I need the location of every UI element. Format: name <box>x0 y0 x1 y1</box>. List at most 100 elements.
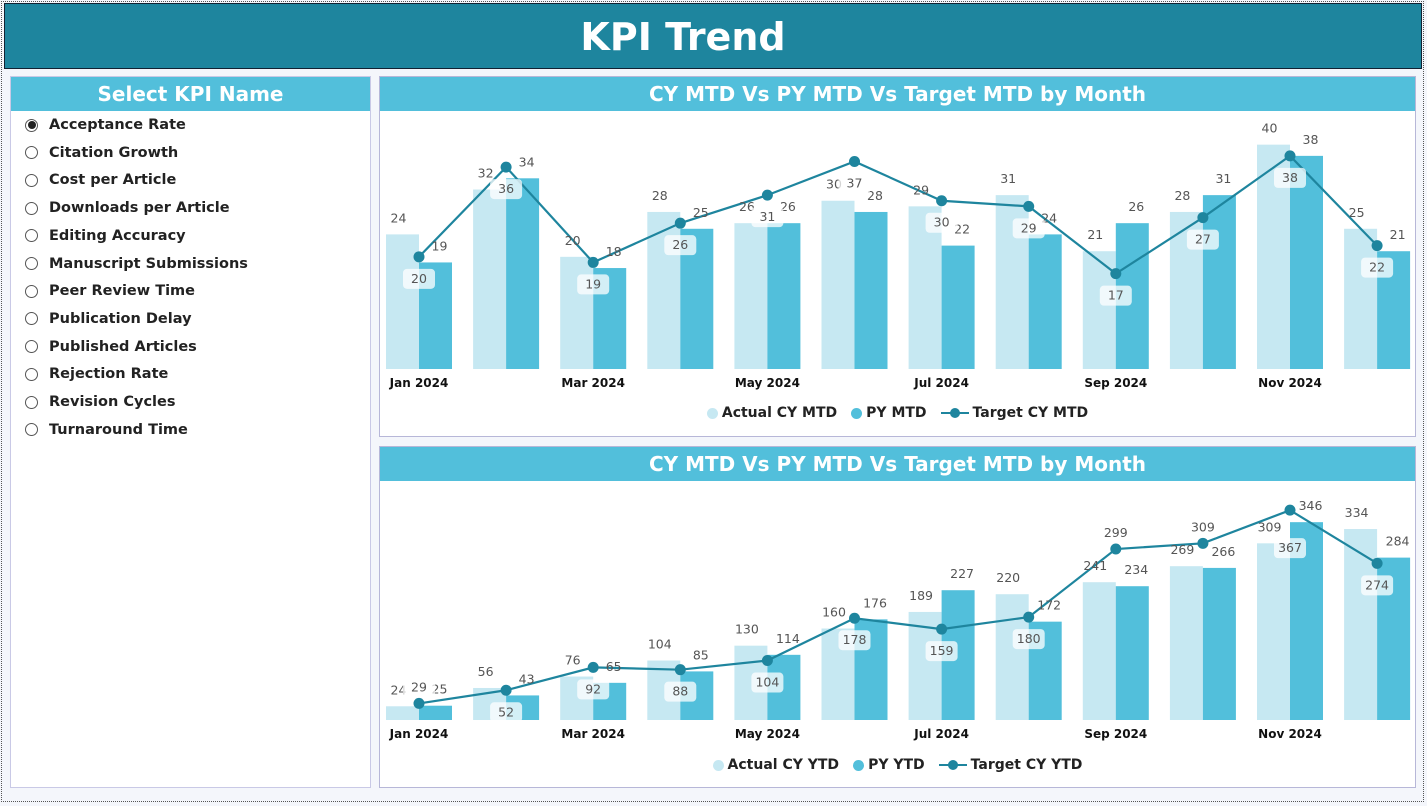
legend-target[interactable]: Target CY YTD <box>938 757 1082 773</box>
target-label-box <box>403 268 435 289</box>
target-point <box>761 189 773 201</box>
page-title: KPI Trend <box>580 15 786 59</box>
legend-label: PY MTD <box>866 405 927 421</box>
target-data-label: 367 <box>1278 540 1302 555</box>
legend-actual[interactable]: Actual CY MTD <box>706 405 838 421</box>
x-tick-label: Nov 2024 <box>1258 376 1322 390</box>
target-point <box>674 217 686 229</box>
legend-actual-marker <box>706 407 718 419</box>
target-point <box>500 161 512 173</box>
kpi-option-label: Rejection Rate <box>49 366 169 383</box>
radio-button-icon[interactable] <box>25 201 38 215</box>
x-tick-label: Jan 2024 <box>389 376 449 390</box>
py-data-label: 346 <box>1299 498 1323 513</box>
radio-button-icon[interactable] <box>25 118 38 132</box>
radio-button-icon[interactable] <box>25 257 38 270</box>
target-point <box>1197 212 1209 224</box>
radio-button-icon[interactable] <box>25 340 38 354</box>
target-point <box>1023 200 1035 212</box>
actual-data-label: 130 <box>735 622 759 637</box>
target-data-label: 27 <box>1195 232 1211 247</box>
chart-legend: Actual CY MTD PY MTD Target CY MTD <box>380 405 1415 421</box>
actual-data-label: 28 <box>652 188 668 203</box>
kpi-option[interactable]: Cost per Article <box>25 168 176 192</box>
target-data-label: 17 <box>1108 288 1124 303</box>
kpi-option[interactable]: Manuscript Submissions <box>25 252 248 276</box>
target-data-label: 104 <box>755 675 779 690</box>
py-data-label: 26 <box>1128 199 1144 214</box>
target-data-label: 20 <box>411 271 427 286</box>
kpi-option[interactable]: Rejection Rate <box>25 362 168 386</box>
x-tick-label: Sep 2024 <box>1084 376 1147 390</box>
target-label-box <box>1012 629 1045 650</box>
radio-button-icon[interactable] <box>25 229 38 243</box>
py-data-label: 24 <box>1041 210 1057 225</box>
target-label-box <box>1099 523 1132 544</box>
target-point <box>849 612 860 624</box>
target-data-label: 26 <box>672 237 688 252</box>
actual-data-label: 20 <box>565 233 581 248</box>
actual-data-label: 104 <box>648 637 672 652</box>
actual-bar <box>1257 543 1290 720</box>
target-point <box>500 684 512 696</box>
radio-button-icon[interactable] <box>25 312 38 326</box>
py-bar <box>1028 234 1062 369</box>
target-data-label: 299 <box>1104 525 1128 540</box>
radio-button-icon[interactable] <box>25 367 38 381</box>
target-data-label: 30 <box>934 215 950 230</box>
actual-bar <box>734 223 768 369</box>
slicer-title: Select KPI Name <box>11 77 370 111</box>
target-data-label: 29 <box>1021 220 1037 235</box>
target-point <box>1371 557 1383 569</box>
kpi-option[interactable]: Published Articles <box>25 335 197 359</box>
target-point <box>1371 240 1383 252</box>
target-data-label: 36 <box>498 181 514 196</box>
target-label-box <box>490 179 523 200</box>
radio-button-icon[interactable] <box>25 173 38 187</box>
target-data-label: 37 <box>847 175 863 190</box>
kpi-option[interactable]: Revision Cycles <box>25 390 175 414</box>
chart-title: CY MTD Vs PY MTD Vs Target MTD by Month <box>380 77 1415 111</box>
actual-bar <box>1344 228 1378 369</box>
kpi-option[interactable]: Editing Accuracy <box>25 224 186 248</box>
legend-py-marker <box>851 407 863 419</box>
target-point <box>413 251 425 263</box>
actual-data-label: 25 <box>1349 205 1365 220</box>
target-point <box>1023 611 1035 623</box>
kpi-option[interactable]: Downloads per Article <box>25 196 230 220</box>
legend-actual-marker <box>712 759 724 771</box>
py-data-label: 19 <box>432 238 448 253</box>
kpi-option[interactable]: Turnaround Time <box>25 418 188 442</box>
radio-button-icon[interactable] <box>25 146 38 160</box>
x-tick-label: Jan 2024 <box>389 727 449 741</box>
kpi-option[interactable]: Citation Growth <box>25 141 178 165</box>
kpi-option-label: Turnaround Time <box>49 421 188 438</box>
radio-button-icon[interactable] <box>25 395 38 409</box>
target-point <box>1284 504 1296 516</box>
legend-target-marker <box>940 408 969 418</box>
py-data-label: 65 <box>606 659 622 674</box>
legend-py[interactable]: PY MTD <box>851 405 927 421</box>
actual-data-label: 189 <box>909 588 933 603</box>
legend-py[interactable]: PY YTD <box>853 757 925 773</box>
legend-actual[interactable]: Actual CY YTD <box>712 757 839 773</box>
actual-data-label: 31 <box>1000 171 1016 186</box>
target-point <box>761 655 773 667</box>
actual-bar <box>1082 582 1116 720</box>
radio-button-icon[interactable] <box>25 284 38 298</box>
target-label-box <box>664 235 697 256</box>
py-bar <box>1202 567 1236 720</box>
radio-button-icon[interactable] <box>25 423 38 437</box>
target-point <box>587 256 599 268</box>
target-data-label: 29 <box>411 679 427 694</box>
x-tick-label: Mar 2024 <box>561 727 625 741</box>
ytd-chart: Jan 2024 Mar 2024 May 2024 Jul 2024 Sep 2024… <box>386 498 1411 741</box>
actual-bar <box>1344 529 1378 720</box>
kpi-option[interactable]: Acceptance Rate <box>25 113 186 137</box>
mtd-chart: Jan 2024 Mar 2024 May 2024 Jul 2024 Sep 2024… <box>386 121 1411 390</box>
legend-label: Actual CY MTD <box>721 405 838 421</box>
legend-target[interactable]: Target CY MTD <box>940 405 1088 421</box>
actual-data-label: 28 <box>1174 188 1190 203</box>
kpi-option[interactable]: Peer Review Time <box>25 279 195 303</box>
kpi-option[interactable]: Publication Delay <box>25 307 192 331</box>
